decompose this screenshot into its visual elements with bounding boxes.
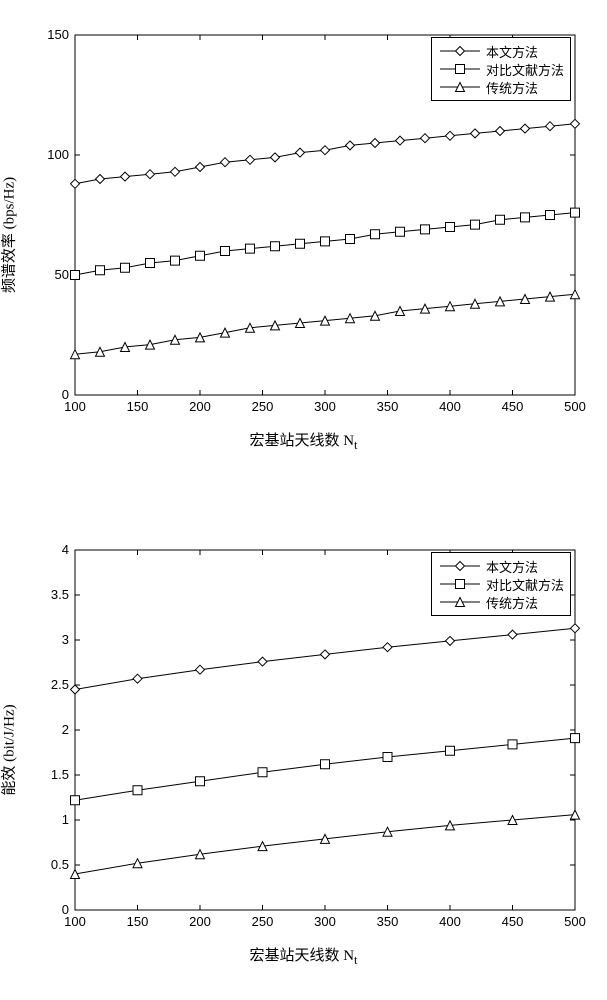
svg-text:0: 0 <box>62 902 69 917</box>
top-xlabel-text: 宏基站天线数 N <box>249 433 354 449</box>
bottom-chart: 能效 (bit/J/Hz) 10015020025030035040045050… <box>0 530 607 970</box>
bottom-xlabel-sub: t <box>354 953 357 967</box>
svg-text:350: 350 <box>377 914 399 929</box>
page: 频谱效率 (bps/Hz) 10015020025030035040045050… <box>0 0 607 1000</box>
legend-label: 对比文献方法 <box>486 60 564 79</box>
svg-text:500: 500 <box>564 914 586 929</box>
svg-text:150: 150 <box>127 399 149 414</box>
svg-text:150: 150 <box>47 27 69 42</box>
svg-text:2.5: 2.5 <box>51 677 69 692</box>
svg-text:350: 350 <box>377 399 399 414</box>
svg-text:4: 4 <box>62 542 69 557</box>
bottom-legend: 本文方法对比文献方法传统方法 <box>431 552 571 616</box>
legend-item: 本文方法 <box>438 557 564 575</box>
legend-item: 对比文献方法 <box>438 60 564 78</box>
legend-item: 传统方法 <box>438 593 564 611</box>
top-legend: 本文方法对比文献方法传统方法 <box>431 37 571 101</box>
bottom-ylabel: 能效 (bit/J/Hz) <box>0 704 19 795</box>
svg-text:100: 100 <box>47 147 69 162</box>
svg-text:3: 3 <box>62 632 69 647</box>
legend-label: 对比文献方法 <box>486 575 564 594</box>
legend-label: 传统方法 <box>486 78 538 97</box>
top-ylabel: 频谱效率 (bps/Hz) <box>0 177 19 293</box>
legend-label: 本文方法 <box>486 42 538 61</box>
legend-label: 本文方法 <box>486 557 538 576</box>
bottom-xlabel: 宏基站天线数 Nt <box>0 944 607 968</box>
svg-text:400: 400 <box>439 399 461 414</box>
legend-item: 本文方法 <box>438 42 564 60</box>
svg-text:400: 400 <box>439 914 461 929</box>
svg-text:200: 200 <box>189 914 211 929</box>
svg-text:150: 150 <box>127 914 149 929</box>
svg-text:0.5: 0.5 <box>51 857 69 872</box>
top-chart: 频谱效率 (bps/Hz) 100 150 200 250 300 350 400 450 50… <box>0 15 607 455</box>
svg-text:2: 2 <box>62 722 69 737</box>
svg-text:250: 250 <box>252 914 274 929</box>
svg-text:500: 500 <box>564 399 586 414</box>
svg-text:450: 450 <box>502 914 524 929</box>
legend-item: 传统方法 <box>438 78 564 96</box>
legend-item: 对比文献方法 <box>438 575 564 593</box>
svg-text:50: 50 <box>55 267 69 282</box>
svg-text:200: 200 <box>189 399 211 414</box>
bottom-xlabel-text: 宏基站天线数 N <box>249 948 354 964</box>
svg-text:1.5: 1.5 <box>51 767 69 782</box>
svg-text:300: 300 <box>314 914 336 929</box>
svg-text:450: 450 <box>502 399 524 414</box>
svg-text:300: 300 <box>314 399 336 414</box>
top-xlabel-sub: t <box>354 438 357 452</box>
svg-text:3.5: 3.5 <box>51 587 69 602</box>
top-xlabel: 宏基站天线数 Nt <box>0 429 607 453</box>
svg-text:1: 1 <box>62 812 69 827</box>
legend-label: 传统方法 <box>486 593 538 612</box>
svg-text:0: 0 <box>62 387 69 402</box>
svg-text:250: 250 <box>252 399 274 414</box>
